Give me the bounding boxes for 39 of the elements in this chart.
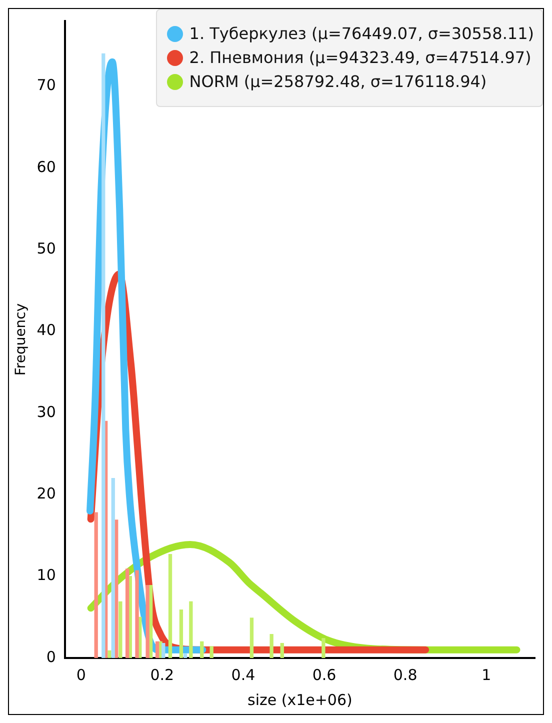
x-tick-label: 0 [76, 666, 86, 684]
y-tick-label: 40 [36, 321, 56, 340]
y-tick-label: 20 [36, 484, 56, 503]
legend-label: NORM (μ=258792.48, σ=176118.94) [189, 72, 487, 92]
y-tick-label: 50 [36, 240, 56, 258]
bar [168, 554, 172, 658]
bar [125, 568, 130, 658]
bar [179, 609, 184, 658]
bar [155, 641, 160, 658]
bar [210, 646, 214, 658]
bar [162, 642, 166, 658]
y-tick-label: 0 [46, 648, 56, 666]
bar [189, 601, 193, 658]
y-tick-label: 70 [36, 76, 56, 94]
x-tick-label: 0.4 [231, 666, 256, 684]
bar [108, 650, 112, 658]
bar [322, 638, 326, 658]
bar [200, 641, 204, 658]
legend-label: 2. Пневмония (μ=94323.49, σ=47514.97) [189, 48, 532, 68]
x-axis-title: size (x1e+06) [248, 690, 352, 709]
x-tick-label: 1 [482, 666, 492, 684]
x-tick-label: 0.2 [150, 666, 174, 684]
y-tick-label: 30 [36, 402, 56, 421]
bar [280, 642, 284, 658]
bar [135, 570, 139, 658]
x-tick-label: 0.8 [393, 666, 418, 684]
bar [111, 478, 115, 658]
bar [146, 584, 150, 658]
x-tick-label: 0.6 [312, 666, 336, 684]
bar [118, 601, 122, 658]
bar [94, 512, 98, 658]
y-tick-label: 10 [36, 566, 56, 584]
bar [250, 618, 254, 658]
bar [102, 53, 106, 658]
bar [183, 654, 188, 658]
y-tick-label: 60 [36, 158, 56, 176]
legend-label: 1. Туберкулез (μ=76449.07, σ=30558.11) [189, 24, 534, 44]
bar [270, 634, 274, 658]
y-axis-title: Frequency [13, 303, 30, 376]
